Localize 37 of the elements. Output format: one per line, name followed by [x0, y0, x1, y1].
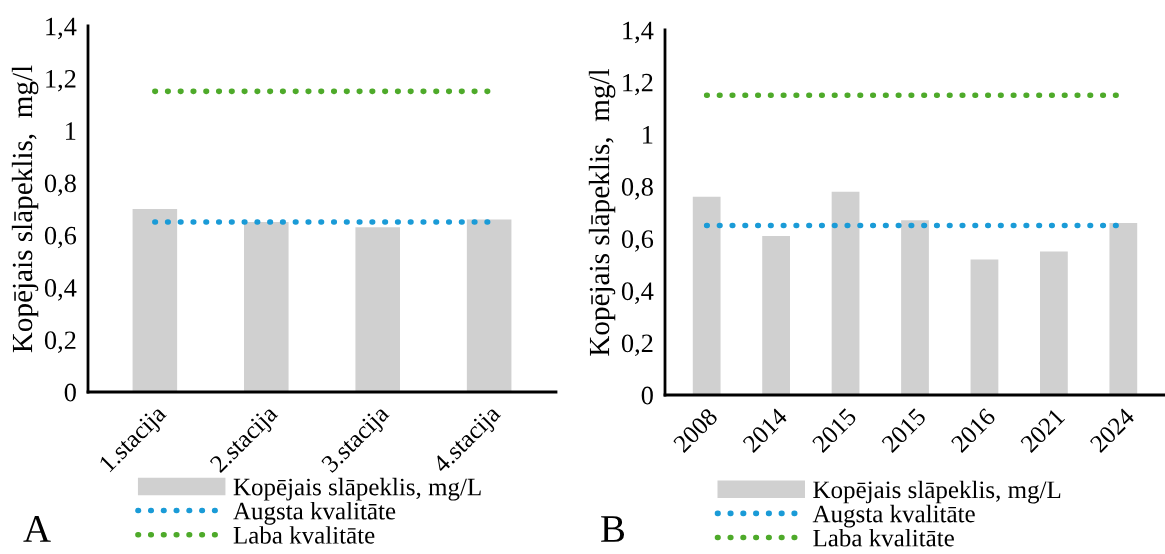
- legend-label: Laba kvalitāte: [813, 528, 954, 547]
- legend-label: Laba kvalitāte: [233, 526, 375, 544]
- bar: [831, 191, 860, 395]
- y-tick-label: 1,2: [623, 73, 653, 96]
- bar: [970, 259, 999, 395]
- y-tick-label: 0,4: [44, 279, 77, 301]
- y-tick-label: 1,4: [46, 17, 77, 40]
- legend-label: Kopējais slāpeklis, mg/L: [233, 477, 481, 501]
- text: B: [601, 516, 625, 542]
- y-tick-label: 0: [64, 383, 76, 402]
- bar: [901, 220, 929, 395]
- legend-label: Augsta kvalitāte: [233, 502, 396, 525]
- bar: [466, 219, 512, 392]
- y-axis-title: Kopējais slāpeklis, mg/l: [11, 65, 39, 353]
- bar: [1040, 251, 1068, 395]
- bar: [355, 227, 400, 392]
- legend-label: Kopējais slāpeklis, mg/L: [813, 480, 1061, 504]
- y-tick-label: 0,6: [621, 230, 654, 252]
- bar: [762, 235, 790, 395]
- legend-label: Augsta kvalitāte: [812, 504, 975, 528]
- y-tick-label: 0,8: [621, 178, 653, 200]
- y-tick-label: 1,2: [46, 69, 76, 92]
- y-tick-label: 1: [643, 126, 653, 144]
- y-axis-title: Kopējais slāpeklis, mg/l: [588, 68, 616, 356]
- y-tick-label: 0,6: [44, 226, 77, 249]
- bar: [692, 196, 721, 395]
- bar: [132, 209, 178, 392]
- y-tick-label: 0,8: [44, 174, 76, 197]
- y-tick-label: 0,2: [44, 331, 76, 353]
- y-tick-label: 1,4: [623, 21, 654, 44]
- y-tick-label: 0,2: [621, 334, 653, 357]
- text: A: [23, 516, 51, 542]
- y-tick-label: 1: [66, 122, 76, 140]
- y-tick-label: 0: [641, 386, 653, 405]
- bar: [1109, 222, 1138, 395]
- y-tick-label: 0,4: [621, 282, 654, 304]
- bar: [244, 222, 289, 392]
